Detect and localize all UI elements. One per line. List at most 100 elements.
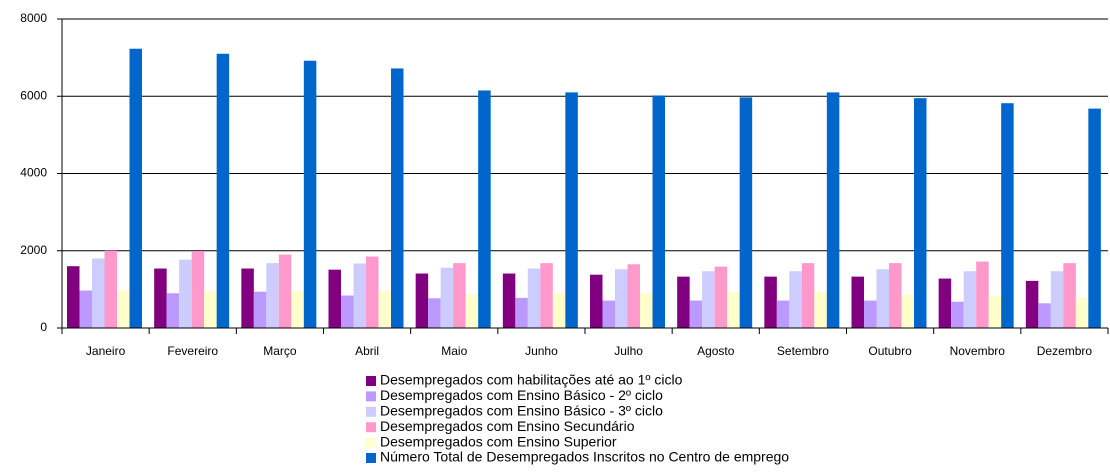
bar	[478, 90, 491, 328]
bar	[1001, 103, 1014, 328]
x-tick-label: Fevereiro	[167, 344, 218, 358]
x-tick-label: Outubro	[868, 344, 912, 358]
x-tick-label: Março	[263, 344, 297, 358]
legend-swatch	[366, 406, 376, 417]
x-tick-label: Setembro	[777, 344, 829, 358]
bar	[117, 290, 130, 328]
bar	[154, 268, 167, 328]
bar	[677, 276, 690, 328]
bar	[104, 250, 117, 328]
bar	[266, 263, 279, 328]
bar	[1050, 271, 1064, 328]
bar	[328, 269, 341, 328]
bar	[976, 261, 989, 328]
bar	[814, 291, 827, 328]
legend-label: Número Total de Desempregados Inscritos …	[380, 449, 789, 465]
bar	[79, 290, 92, 328]
bar	[602, 300, 615, 328]
bar	[727, 291, 740, 328]
bar	[889, 263, 902, 328]
y-tick-label: 2000	[20, 243, 47, 257]
bar	[565, 92, 578, 328]
bar	[527, 268, 541, 328]
bar	[465, 294, 479, 328]
bar	[353, 263, 366, 328]
bar	[216, 53, 230, 328]
bar	[640, 293, 653, 328]
bar	[502, 273, 516, 328]
bar	[627, 264, 640, 328]
x-tick-label: Junho	[525, 344, 558, 358]
bar	[826, 92, 840, 328]
bar	[764, 276, 777, 328]
bar	[191, 251, 205, 328]
bar	[278, 254, 292, 328]
bar	[92, 258, 105, 328]
legend-label: Desempregados com Ensino Básico - 3º cic…	[380, 403, 663, 419]
bar	[914, 98, 927, 329]
bar	[291, 290, 304, 328]
legend-label: Desempregados com Ensino Superior	[380, 433, 617, 449]
bar	[515, 297, 528, 328]
bar	[540, 263, 553, 328]
y-tick-label: 4000	[20, 166, 47, 180]
x-tick-label: Janeiro	[86, 344, 126, 358]
y-tick-label: 0	[40, 320, 47, 334]
bar	[428, 298, 441, 328]
x-tick-label: Novembro	[950, 344, 1006, 358]
bar	[689, 300, 703, 328]
bar	[776, 300, 790, 328]
bar	[391, 68, 404, 328]
bar	[179, 259, 192, 328]
bar	[1088, 108, 1101, 328]
bar	[714, 266, 728, 328]
bar	[876, 269, 889, 328]
bar	[204, 290, 217, 328]
bar	[988, 295, 1002, 328]
x-tick-label: Abril	[355, 344, 379, 358]
bar	[615, 269, 628, 328]
bar	[1063, 263, 1076, 328]
x-tick-label: Julho	[614, 344, 643, 358]
legend-swatch	[366, 437, 376, 448]
bar	[739, 97, 753, 328]
x-tick-label: Maio	[441, 344, 467, 358]
legend-swatch	[366, 453, 376, 463]
bar	[552, 293, 566, 328]
legend-swatch	[366, 376, 376, 386]
bar	[789, 271, 802, 328]
legend-label: Desempregados com habilitações até ao 1º…	[380, 372, 683, 388]
bar	[129, 48, 142, 329]
bar	[415, 273, 429, 328]
legend-label: Desempregados com Ensino Secundário	[380, 418, 635, 434]
bar	[453, 263, 466, 328]
bar	[1075, 297, 1089, 328]
legend-label: Desempregados com Ensino Básico - 2º cic…	[380, 387, 663, 403]
bar	[303, 60, 317, 329]
bar	[801, 263, 815, 328]
bar	[1038, 303, 1051, 328]
bar	[652, 95, 665, 328]
bar	[67, 266, 80, 328]
bar	[951, 301, 964, 328]
bar	[851, 276, 864, 328]
bar	[166, 293, 180, 328]
bar	[440, 267, 454, 328]
bar	[253, 291, 267, 328]
bar	[378, 290, 391, 328]
bar	[241, 268, 254, 328]
legend-swatch	[366, 422, 376, 433]
bar	[341, 295, 354, 328]
bar	[864, 300, 877, 328]
x-tick-label: Dezembro	[1037, 344, 1093, 358]
y-tick-label: 8000	[20, 11, 47, 25]
x-tick-label: Agosto	[697, 344, 735, 358]
bar	[366, 256, 379, 328]
bar	[963, 271, 977, 328]
bar	[901, 294, 914, 328]
bar	[702, 271, 715, 328]
bar	[1025, 280, 1039, 328]
y-tick-label: 6000	[20, 88, 47, 102]
bar	[938, 278, 952, 328]
